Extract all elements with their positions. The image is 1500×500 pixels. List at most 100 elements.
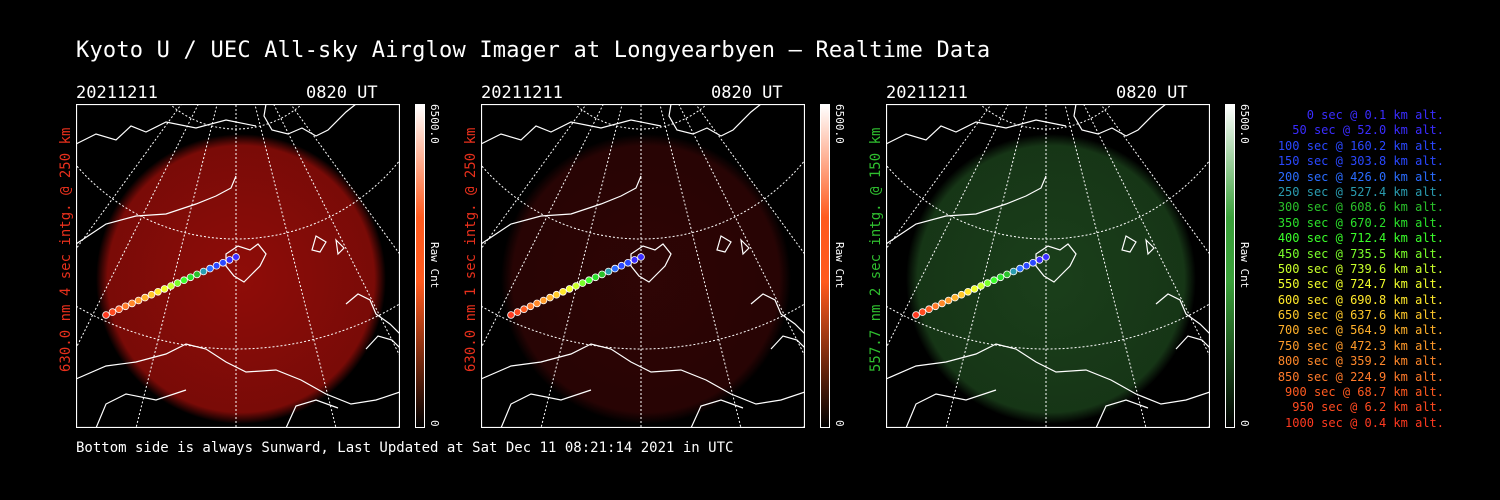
coastline bbox=[1073, 104, 1167, 137]
legend-entry: 900 sec @ 68.7 km alt. bbox=[1285, 385, 1444, 400]
coastline bbox=[690, 399, 744, 428]
coastline bbox=[1175, 335, 1210, 350]
legend-entry: 350 sec @ 670.2 km alt. bbox=[1277, 215, 1444, 230]
colorbar-unit-label: Raw Cnt bbox=[428, 242, 441, 289]
airglow-image bbox=[906, 134, 1196, 424]
coastline bbox=[886, 343, 1210, 405]
longitude-grid bbox=[540, 104, 623, 428]
trajectory-point bbox=[977, 282, 985, 290]
trajectory-point bbox=[637, 253, 645, 261]
coastline bbox=[750, 293, 805, 335]
trajectory-point bbox=[918, 308, 927, 316]
legend-entry: 800 sec @ 359.2 km alt. bbox=[1277, 354, 1444, 369]
airglow-image bbox=[96, 134, 386, 424]
trajectory-point bbox=[944, 296, 953, 305]
trajectory-point bbox=[970, 285, 979, 293]
trajectory-point bbox=[996, 273, 1005, 282]
trajectory-point bbox=[964, 288, 972, 296]
coastline bbox=[95, 389, 187, 428]
trajectory-point bbox=[598, 270, 606, 279]
legend-entry: 250 sec @ 527.4 km alt. bbox=[1277, 184, 1444, 199]
coastline bbox=[770, 335, 805, 350]
coastline bbox=[76, 175, 237, 245]
colorbar-min-label: 0 bbox=[428, 420, 441, 427]
panel-date: 20211211 bbox=[76, 83, 158, 103]
trajectory-point bbox=[912, 311, 920, 319]
legend-entry: 200 sec @ 426.0 km alt. bbox=[1277, 169, 1444, 184]
trajectory-point bbox=[520, 305, 528, 314]
trajectory-legend: 0 sec @ 0.1 km alt. 50 sec @ 52.0 km alt.… bbox=[1262, 108, 1444, 431]
trajectory-point bbox=[147, 290, 156, 299]
coastline bbox=[481, 343, 805, 405]
coastline bbox=[1121, 235, 1137, 253]
coastline bbox=[1095, 399, 1149, 428]
coastline bbox=[76, 343, 400, 405]
trajectory-point bbox=[141, 293, 149, 302]
trajectory-point bbox=[513, 308, 522, 316]
trajectory-point bbox=[212, 261, 221, 270]
coastline bbox=[716, 235, 732, 253]
trajectory-point bbox=[565, 285, 574, 293]
trajectory-point bbox=[102, 311, 110, 319]
trajectory-point bbox=[951, 293, 959, 302]
trajectory-point bbox=[630, 256, 639, 264]
trajectory-point bbox=[1003, 270, 1011, 279]
trajectory-point bbox=[199, 267, 208, 276]
legend-entry: 950 sec @ 6.2 km alt. bbox=[1292, 400, 1444, 415]
coastline bbox=[1145, 238, 1155, 256]
trajectory-point bbox=[578, 279, 587, 287]
trajectory-point bbox=[160, 285, 169, 293]
legend-entry: 550 sec @ 724.7 km alt. bbox=[1277, 277, 1444, 292]
trajectory-point bbox=[121, 302, 130, 311]
panel-frame bbox=[76, 104, 400, 428]
trajectory-point bbox=[115, 305, 123, 314]
coastline bbox=[500, 389, 592, 428]
colorbar-max-label: 6500.0 bbox=[1238, 104, 1251, 144]
coastline bbox=[1155, 293, 1210, 335]
coastline bbox=[285, 399, 339, 428]
coastline bbox=[1035, 243, 1077, 283]
trajectory-point bbox=[990, 276, 998, 285]
coastline bbox=[886, 175, 1047, 245]
coastline bbox=[481, 119, 662, 145]
coastline bbox=[740, 238, 750, 256]
longitude-grid bbox=[659, 104, 742, 428]
trajectory-point bbox=[173, 279, 182, 287]
trajectory-point bbox=[604, 267, 613, 276]
trajectory-point bbox=[1022, 261, 1031, 270]
trajectory-point bbox=[1035, 256, 1044, 264]
trajectory-point bbox=[507, 311, 515, 319]
panel-side-label: 630.0 nm 4 sec intg. @ 250 km bbox=[58, 127, 74, 372]
trajectory-point bbox=[186, 273, 195, 282]
longitude-grid bbox=[945, 104, 1028, 428]
trajectory-point bbox=[925, 305, 933, 314]
coastline bbox=[263, 104, 357, 137]
colorbar bbox=[820, 104, 830, 428]
panel-time: 0820 UT bbox=[711, 83, 783, 103]
trajectory-point bbox=[931, 302, 940, 311]
coastline bbox=[225, 243, 267, 283]
panel-frame bbox=[886, 104, 1210, 428]
sky-map bbox=[76, 104, 400, 428]
colorbar bbox=[415, 104, 425, 428]
colorbar-min-label: 0 bbox=[1238, 420, 1251, 427]
longitude-grid bbox=[1064, 104, 1147, 428]
trajectory-point bbox=[585, 276, 593, 285]
trajectory-point bbox=[206, 264, 214, 273]
panel-side-label: 557.7 nm 2 sec intg. @ 150 km bbox=[868, 127, 884, 372]
coastline bbox=[345, 293, 400, 335]
legend-entry: 150 sec @ 303.8 km alt. bbox=[1277, 154, 1444, 169]
legend-entry: 50 sec @ 52.0 km alt. bbox=[1292, 123, 1444, 138]
colorbar-min-label: 0 bbox=[833, 420, 846, 427]
trajectory-point bbox=[938, 299, 946, 308]
legend-entry: 1000 sec @ 0.4 km alt. bbox=[1285, 415, 1444, 430]
coastline bbox=[481, 175, 642, 245]
trajectory-point bbox=[128, 299, 136, 308]
trajectory-point bbox=[108, 308, 117, 316]
trajectory-point bbox=[154, 288, 162, 296]
trajectory-point bbox=[624, 259, 632, 267]
trajectory-point bbox=[983, 279, 992, 287]
coastline bbox=[668, 104, 762, 137]
legend-entry: 850 sec @ 224.9 km alt. bbox=[1277, 369, 1444, 384]
page-title: Kyoto U / UEC All-sky Airglow Imager at … bbox=[76, 38, 991, 63]
